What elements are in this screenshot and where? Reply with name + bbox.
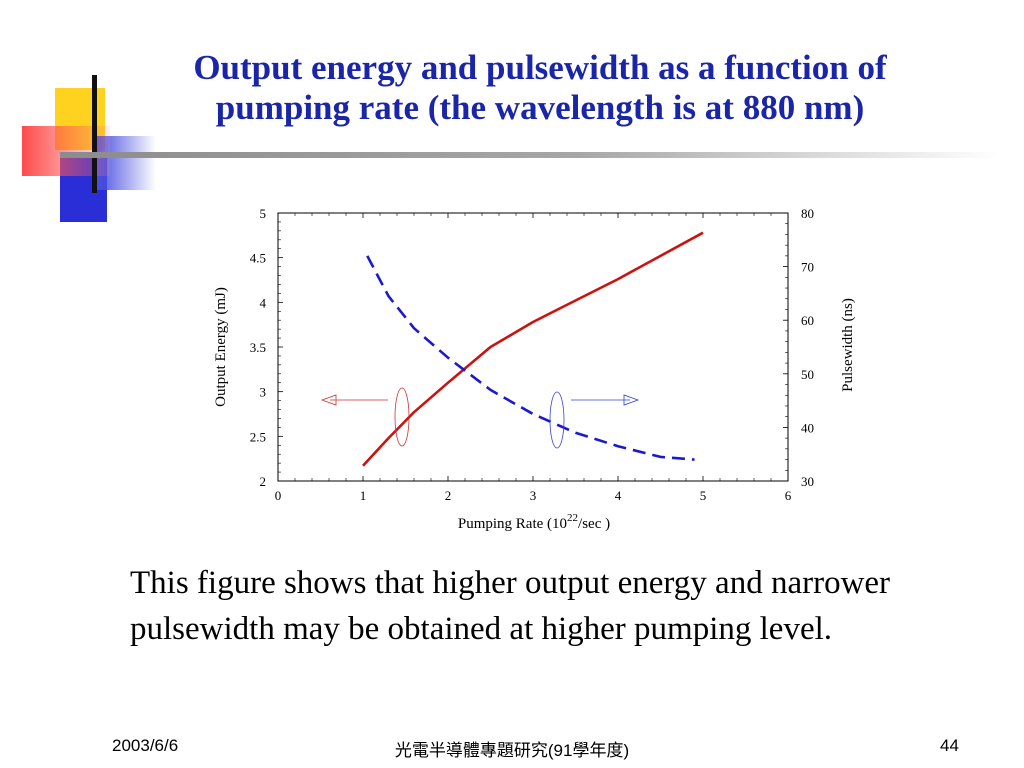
energy-curve-marker-ellipse	[394, 387, 410, 447]
x-tick-label: 4	[615, 488, 622, 503]
footer-page-number: 44	[940, 736, 959, 755]
left-axis-arrow-head	[320, 394, 337, 406]
y-tick-label: 4	[260, 295, 267, 310]
title-underline	[60, 152, 1000, 158]
y-tick-label: 4.5	[250, 251, 266, 266]
footer-course-title: 光電半導體專題研究(91學年度)	[394, 741, 630, 760]
x-axis-label-exponent: 22	[567, 512, 578, 524]
slide-title: Output energy and pulsewidth as a functi…	[193, 48, 887, 127]
y-axis-label: Output Energy (mJ)	[213, 287, 229, 407]
slide-body-text: This figure shows that higher output ene…	[130, 565, 891, 647]
x-axis-label-prefix: Pumping Rate (10	[458, 516, 567, 532]
footer-date: 2003/6/6	[112, 736, 179, 755]
y2-tick-label: 30	[801, 474, 814, 489]
y2-tick-label: 50	[801, 367, 814, 382]
decor-vertical-bar	[92, 75, 97, 193]
pulsewidth-curve-marker-ellipse	[549, 391, 565, 449]
y2-axis-label: Pulsewidth (ns)	[840, 298, 856, 392]
y-tick-label: 2.5	[250, 429, 266, 444]
y-tick-label: 3	[260, 385, 267, 400]
x-tick-label: 5	[700, 488, 707, 503]
energy-pulsewidth-chart: 0 1 2 3 4 5 6 2 2.5 3 3.5 4 4.5 5 30 40 50 60 70 80 Output …	[213, 206, 856, 532]
pulsewidth-series-line	[366, 255, 695, 461]
x-tick-label: 2	[445, 488, 452, 503]
x-tick-label: 6	[785, 488, 792, 503]
y-tick-label: 3.5	[250, 340, 266, 355]
x-tick-label: 0	[275, 488, 282, 503]
x-tick-label: 1	[360, 488, 367, 503]
x-axis-label: Pumping Rate (1022/sec )	[458, 512, 610, 532]
y2-tick-label: 60	[801, 313, 814, 328]
right-axis-arrow-head	[623, 394, 640, 406]
y2-tick-label: 70	[801, 260, 814, 275]
output-energy-series-line	[362, 231, 704, 467]
y-tick-label: 5	[260, 206, 267, 221]
x-axis-label-suffix: /sec )	[578, 516, 610, 532]
axis-ticks: 0 1 2 3 4 5 6 2 2.5 3 3.5 4 4.5 5 30 40 50 60 70 80	[250, 206, 814, 503]
y2-tick-label: 40	[801, 420, 814, 435]
plot-frame	[277, 212, 789, 482]
x-tick-label: 3	[530, 488, 537, 503]
y-tick-label: 2	[260, 474, 267, 489]
chart-series	[362, 231, 704, 467]
y2-tick-label: 80	[801, 206, 814, 221]
